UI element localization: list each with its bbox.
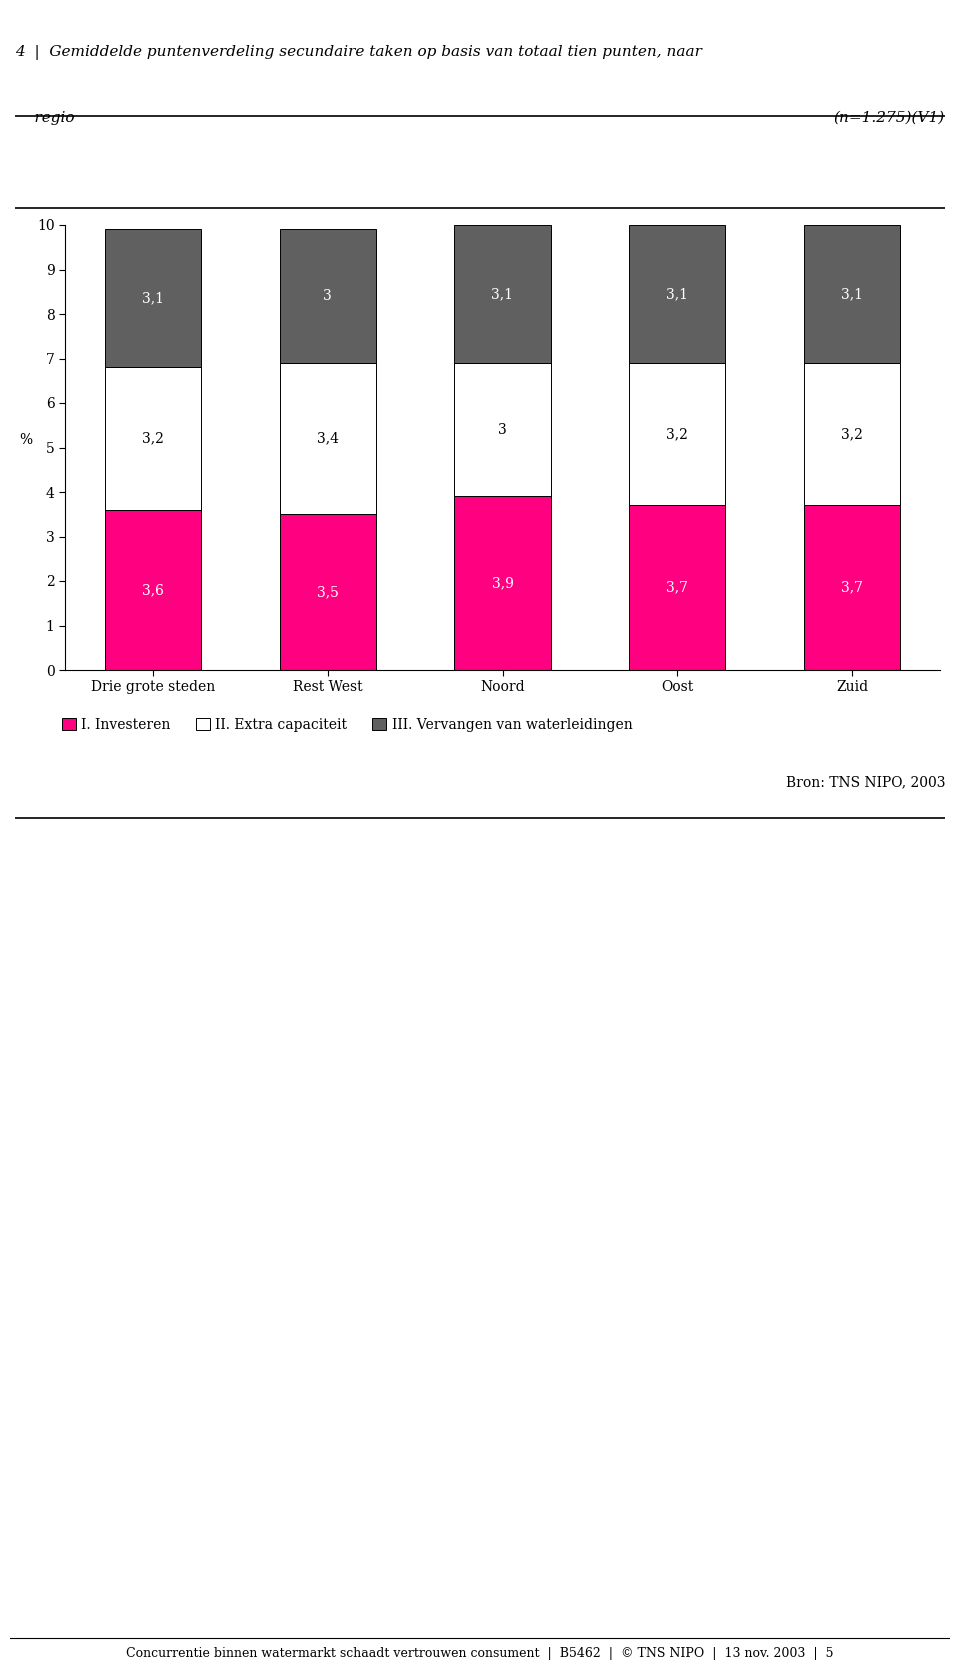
- Text: 3,6: 3,6: [142, 584, 164, 597]
- Bar: [454, 226, 551, 363]
- Text: 3,1: 3,1: [142, 291, 164, 306]
- Bar: [105, 510, 201, 670]
- Bar: [454, 363, 551, 497]
- Text: 3,7: 3,7: [666, 580, 688, 595]
- Text: regio: regio: [15, 110, 75, 125]
- Text: 4  |  Gemiddelde puntenverdeling secundaire taken op basis van totaal tien punte: 4 | Gemiddelde puntenverdeling secundair…: [15, 45, 702, 60]
- Bar: [279, 515, 375, 670]
- Text: 3: 3: [498, 423, 507, 436]
- Bar: [629, 363, 726, 505]
- Bar: [105, 229, 201, 368]
- Bar: [279, 363, 375, 515]
- Bar: [804, 505, 900, 670]
- Text: 3,7: 3,7: [841, 580, 863, 595]
- Bar: [279, 229, 375, 363]
- Text: 3,1: 3,1: [666, 288, 688, 301]
- Text: 3,2: 3,2: [142, 431, 164, 446]
- Text: 3,2: 3,2: [666, 426, 688, 441]
- Text: 3,5: 3,5: [317, 585, 339, 599]
- Legend: I. Investeren, II. Extra capaciteit, III. Vervangen van waterleidingen: I. Investeren, II. Extra capaciteit, III…: [62, 717, 633, 732]
- Text: (n=1.275)(V1): (n=1.275)(V1): [833, 110, 945, 125]
- Text: Bron: TNS NIPO, 2003: Bron: TNS NIPO, 2003: [785, 776, 945, 789]
- Bar: [454, 497, 551, 670]
- Bar: [629, 226, 726, 363]
- Text: 3: 3: [324, 289, 332, 303]
- Text: 3,1: 3,1: [492, 288, 514, 301]
- Text: 3,2: 3,2: [841, 426, 863, 441]
- Bar: [629, 505, 726, 670]
- Bar: [105, 368, 201, 510]
- Bar: [804, 363, 900, 505]
- Text: 3,9: 3,9: [492, 577, 514, 590]
- Text: 3,4: 3,4: [317, 431, 339, 446]
- Bar: [804, 226, 900, 363]
- Y-axis label: %: %: [19, 433, 33, 448]
- Text: Concurrentie binnen watermarkt schaadt vertrouwen consument  |  B5462  |  © TNS : Concurrentie binnen watermarkt schaadt v…: [127, 1647, 833, 1660]
- Text: 3,1: 3,1: [841, 288, 863, 301]
